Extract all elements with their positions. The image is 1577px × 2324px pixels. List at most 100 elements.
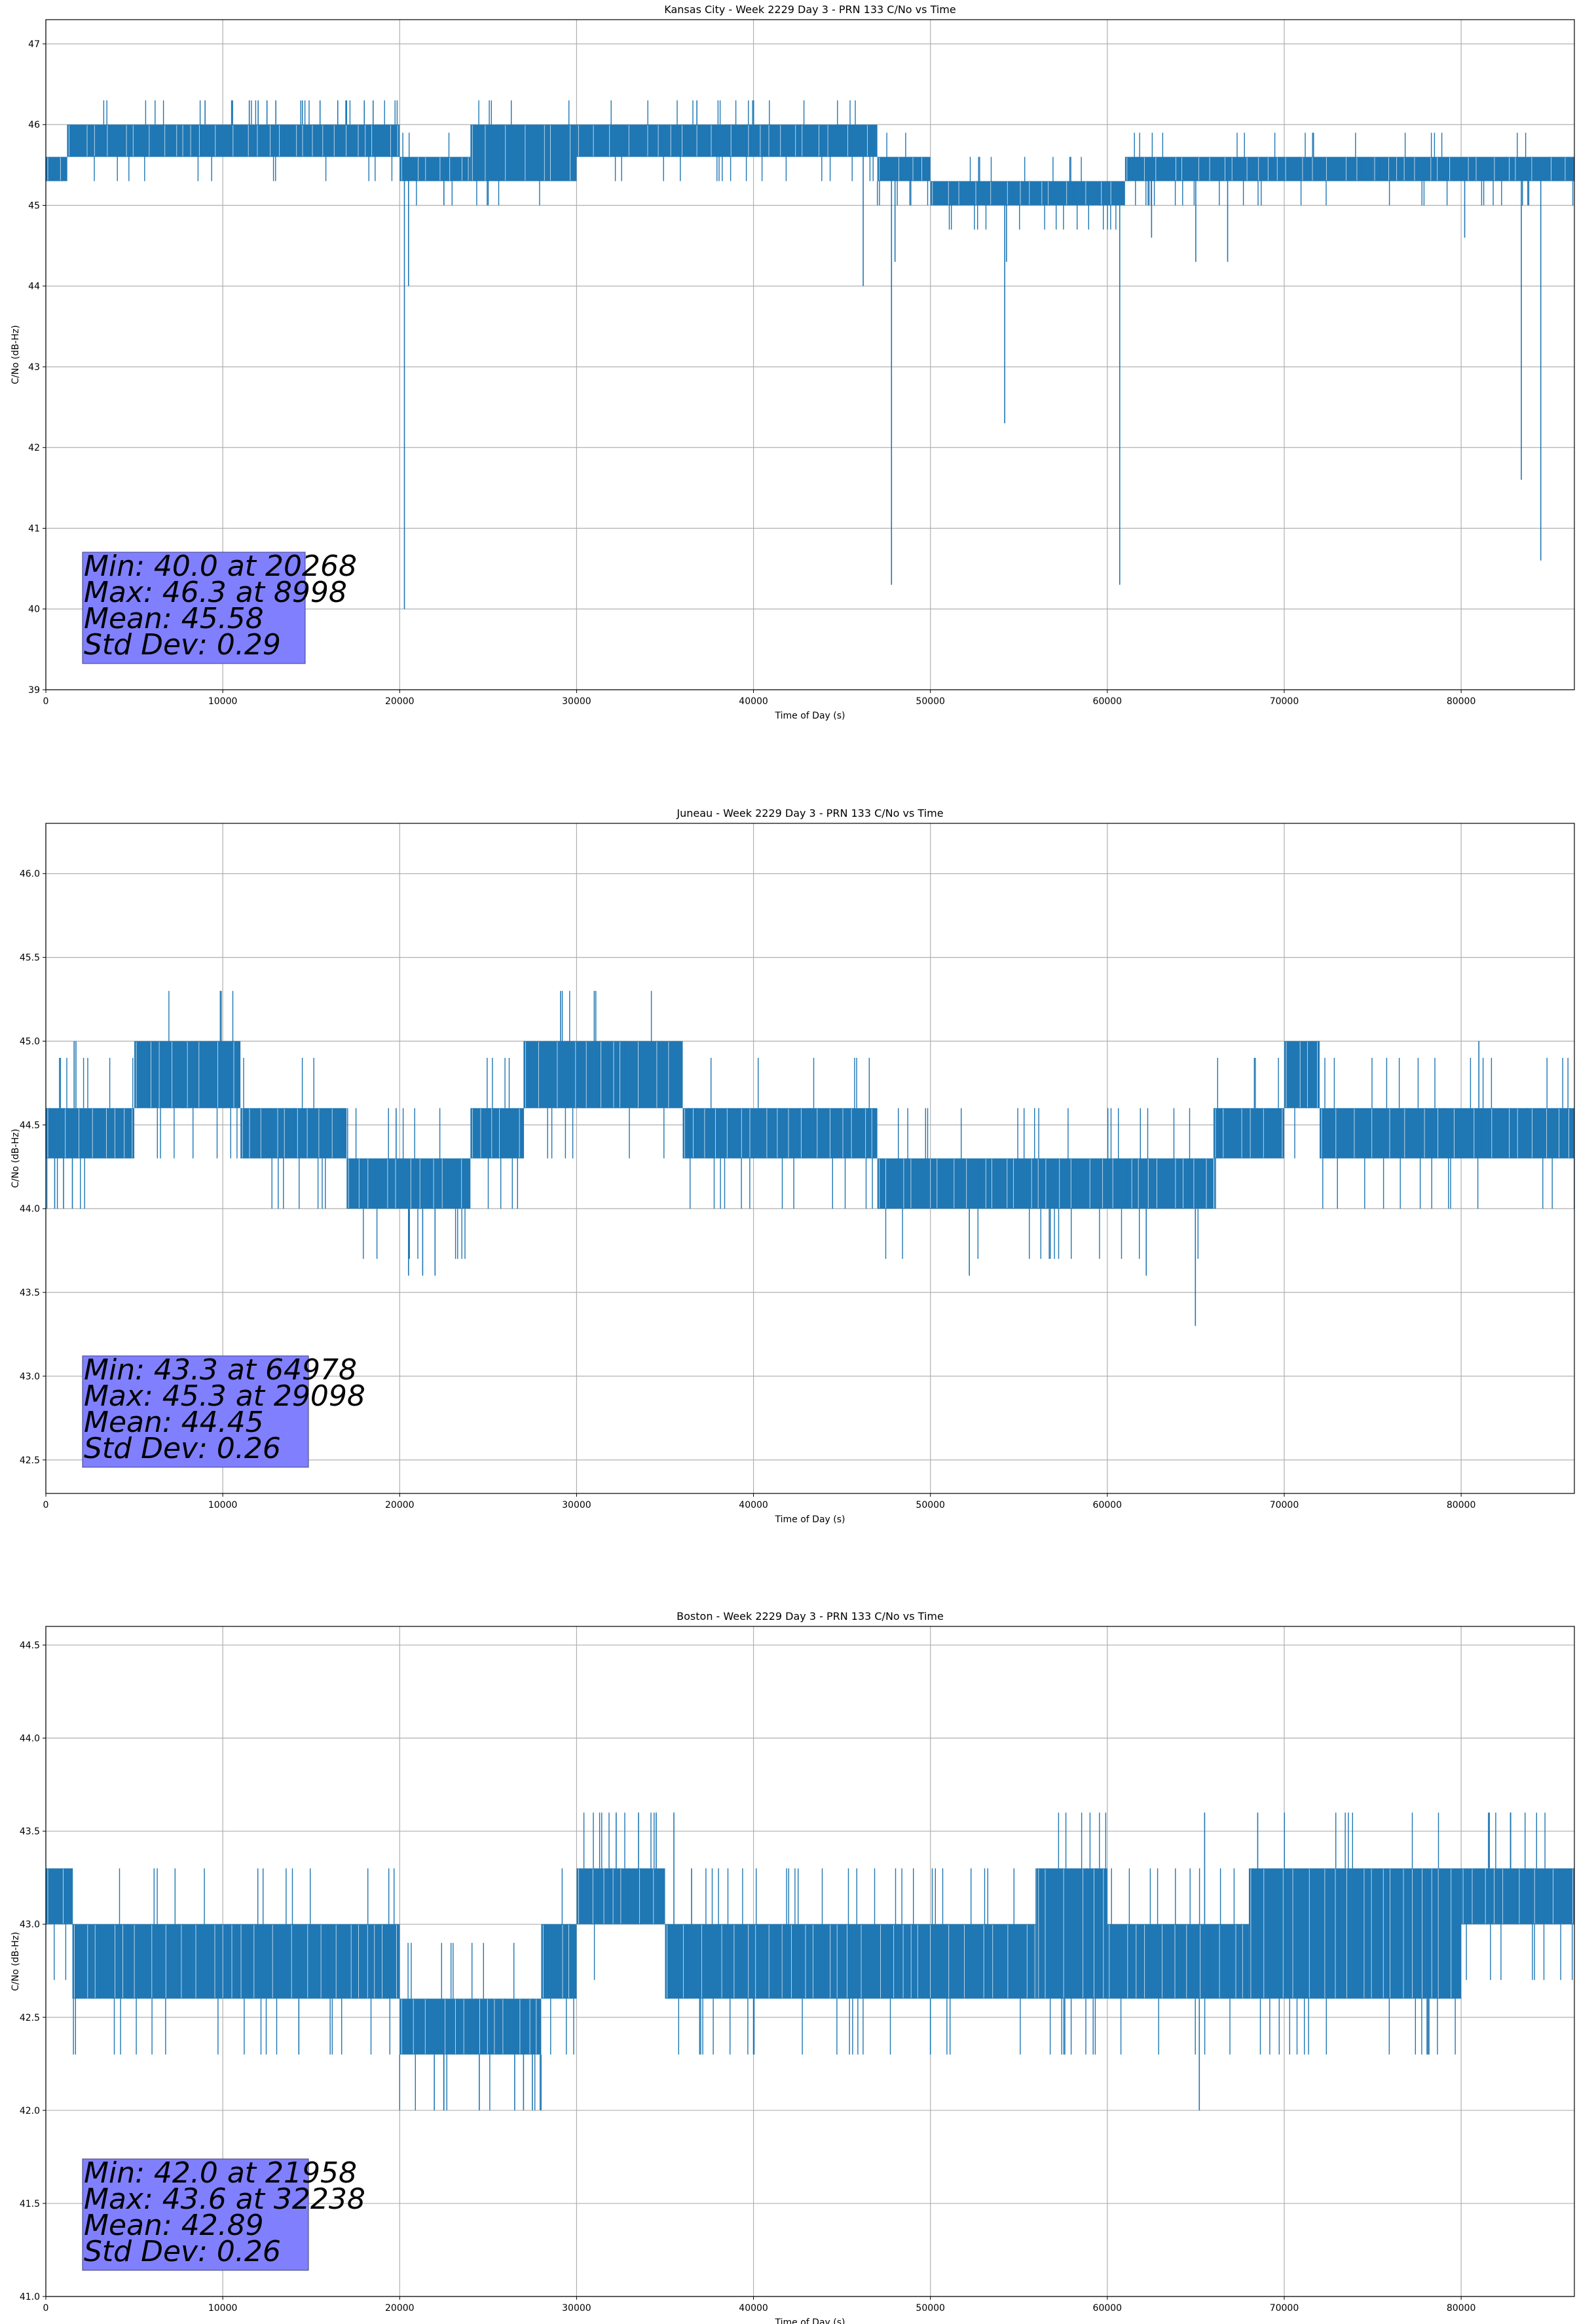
stats-line: Std Dev: 0.26 — [84, 1432, 281, 1465]
data-band — [1320, 1058, 1574, 1209]
data-band-texture — [1250, 1869, 1452, 1998]
x-tick-label: 30000 — [562, 1500, 591, 1510]
x-tick-label: 80000 — [1447, 1500, 1476, 1510]
data-band — [240, 1058, 347, 1209]
y-tick-label: 43.0 — [20, 1372, 40, 1382]
data-band-texture — [1215, 1108, 1283, 1158]
data-band-noise — [147, 990, 238, 1159]
x-tick-label: 10000 — [208, 2303, 238, 2314]
stats-line: Mean: 42.89 — [84, 2209, 264, 2242]
x-tick-label: 70000 — [1270, 2303, 1299, 2314]
series-c-no — [46, 990, 1574, 1326]
data-band-texture — [1286, 1041, 1318, 1108]
y-axis: 39 40 41 42 43 44 45 46 47 — [28, 39, 46, 696]
data-band — [470, 1058, 524, 1209]
data-band-fill — [470, 1108, 524, 1159]
chart-title: Boston - Week 2229 Day 3 - PRN 133 C/No … — [677, 1610, 944, 1622]
y-tick-label: 43 — [28, 362, 40, 373]
data-band-texture — [136, 1041, 234, 1108]
data-band-fill — [1107, 1924, 1249, 1999]
x-tick-label: 40000 — [739, 696, 768, 707]
data-band-fill — [67, 124, 400, 157]
stats-box-background — [82, 552, 306, 664]
y-tick-label: 46 — [28, 120, 40, 130]
series-c-no — [46, 100, 1574, 609]
data-band-fill — [1284, 1041, 1320, 1108]
x-tick-label: 70000 — [1270, 1500, 1299, 1510]
data-band-texture — [1126, 157, 1358, 181]
x-tick-label: 0 — [43, 696, 49, 707]
stats-line: Min: 43.3 at 64978 — [84, 1353, 357, 1387]
data-band — [1461, 1812, 1574, 1980]
data-band-fill — [346, 1158, 471, 1209]
data-band — [541, 1868, 577, 2055]
data-band-fill — [930, 181, 1125, 206]
data-band-texture — [542, 1924, 569, 1998]
data-band — [399, 132, 471, 206]
series-c-no — [46, 1812, 1574, 2110]
data-band-fill — [1248, 1868, 1462, 1999]
data-band-texture — [684, 1108, 872, 1158]
x-tick-label: 70000 — [1270, 696, 1299, 707]
x-tick-label: 80000 — [1447, 2303, 1476, 2314]
y-axis-label: C/No (dB-Hz) — [10, 325, 21, 384]
stats-box-background — [82, 2158, 309, 2271]
data-band-fill — [523, 1041, 683, 1108]
y-axis: 42.5 43.0 43.5 44.0 44.5 45.0 45.5 46.0 — [20, 869, 46, 1466]
data-band-noise — [603, 100, 874, 181]
data-band-texture — [47, 1869, 64, 1924]
data-band-fill — [1461, 1868, 1574, 1924]
y-tick-label: 42 — [28, 443, 40, 453]
y-tick-label: 43.5 — [20, 1288, 40, 1298]
data-band-noise — [347, 1108, 466, 1259]
data-band-noise — [1049, 1812, 1107, 2055]
stats-line: Max: 45.3 at 29098 — [84, 1379, 365, 1413]
x-tick-label: 30000 — [562, 2303, 591, 2314]
y-tick-label: 45.0 — [20, 1036, 40, 1047]
data-band-texture — [1109, 1924, 1243, 1998]
y-tick-label: 42.5 — [20, 2013, 40, 2023]
data-band — [1213, 1058, 1284, 1209]
data-band — [576, 1812, 665, 1980]
data-band-fill — [682, 1108, 878, 1159]
data-band-texture — [68, 125, 398, 157]
data-band — [71, 1868, 400, 2055]
data-band-texture — [401, 1999, 537, 2054]
stats-line: Std Dev: 0.29 — [84, 628, 281, 662]
x-axis: 0 10000 20000 30000 40000 50000 60000 70000 8000… — [43, 1493, 1476, 1510]
data-band-texture — [1038, 1869, 1104, 1998]
data-band — [682, 1058, 878, 1209]
data-band-noise — [669, 1868, 1037, 2055]
data-band — [1036, 1812, 1107, 2055]
data-band-noise — [402, 132, 453, 206]
data-band-fill — [399, 157, 471, 181]
x-tick-label: 20000 — [385, 2303, 415, 2314]
data-band-texture — [1462, 1869, 1574, 1924]
x-tick-label: 50000 — [916, 696, 945, 707]
data-band-noise — [1111, 1868, 1248, 2055]
data-band-noise — [92, 100, 399, 181]
data-band-fill — [72, 1924, 400, 1999]
y-tick-label: 45 — [28, 200, 40, 211]
subplot-grid: 0 10000 20000 30000 40000 50000 60000 70000 8000… — [10, 3, 1575, 2324]
y-tick-label: 46.0 — [20, 869, 40, 880]
data-band — [46, 1868, 73, 1980]
data-band-fill — [1213, 1108, 1284, 1159]
y-axis-label: C/No (dB-Hz) — [10, 1129, 21, 1188]
data-band-fill — [665, 1924, 1037, 1999]
chart-panel: 0 10000 20000 30000 40000 50000 60000 70000 8000… — [10, 807, 1575, 1525]
stats-line: Mean: 44.45 — [84, 1406, 264, 1439]
data-band-fill — [1124, 157, 1373, 181]
data-band-noise — [54, 1924, 67, 1980]
stats-box-background — [82, 1355, 309, 1468]
y-tick-label: 45.5 — [20, 953, 40, 964]
data-band-texture — [472, 125, 571, 181]
data-band — [1248, 1812, 1462, 2055]
data-band-texture — [879, 1159, 1207, 1209]
y-tick-label: 42.5 — [20, 1455, 40, 1466]
data-band — [1284, 1041, 1320, 1159]
data-band-texture — [525, 1041, 669, 1108]
